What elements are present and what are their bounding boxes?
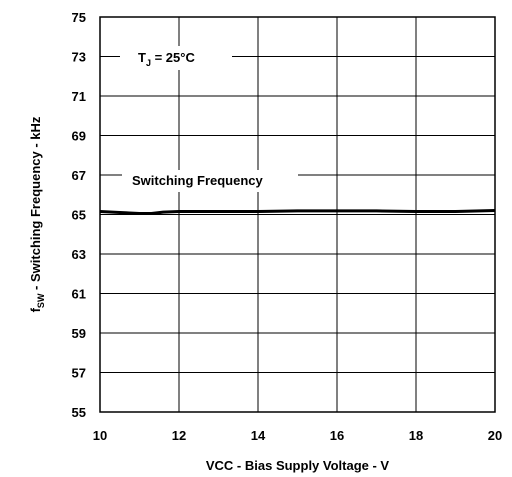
x-axis-title: VCC - Bias Supply Voltage - V: [206, 458, 390, 473]
y-tick-label: 71: [72, 89, 86, 104]
series-label: Switching Frequency: [132, 173, 264, 188]
x-tick-label: 20: [488, 428, 502, 443]
y-tick-label: 65: [72, 208, 86, 223]
y-tick-label: 73: [72, 50, 86, 65]
tick-labels: 10 12 14 16 18 20 55 57 59 61 63 65 67 69 71 73 75: [72, 10, 503, 443]
temperature-subscript: J: [146, 58, 151, 68]
y-axis-title-rest: - Switching Frequency - kHz: [28, 116, 43, 293]
series-label-background: [122, 170, 298, 192]
x-tick-label: 16: [330, 428, 344, 443]
y-tick-label: 67: [72, 168, 86, 183]
y-tick-label: 55: [72, 405, 86, 420]
y-tick-label: 63: [72, 247, 86, 262]
y-tick-label: 75: [72, 10, 86, 25]
grid: [99, 16, 496, 413]
x-tick-label: 10: [93, 428, 107, 443]
x-tick-label: 12: [172, 428, 186, 443]
y-tick-label: 61: [72, 287, 86, 302]
y-tick-label: 57: [72, 366, 86, 381]
y-tick-label: 69: [72, 129, 86, 144]
temperature-prefix: T: [138, 50, 146, 65]
x-tick-label: 18: [409, 428, 423, 443]
y-axis-title-main: f: [28, 307, 43, 312]
series-layer: [99, 209, 496, 215]
temperature-annotation-background: [120, 46, 232, 70]
temperature-annotation: TJ = 25°C: [138, 50, 195, 68]
series-line-switching-frequency: [99, 209, 496, 215]
y-tick-label: 59: [72, 326, 86, 341]
y-axis-title: fSW - Switching Frequency - kHz: [28, 116, 46, 312]
temperature-suffix: = 25°C: [151, 50, 195, 65]
plot-frame: [99, 16, 496, 413]
x-tick-label: 14: [251, 428, 266, 443]
y-axis-title-subscript: SW: [36, 293, 46, 308]
